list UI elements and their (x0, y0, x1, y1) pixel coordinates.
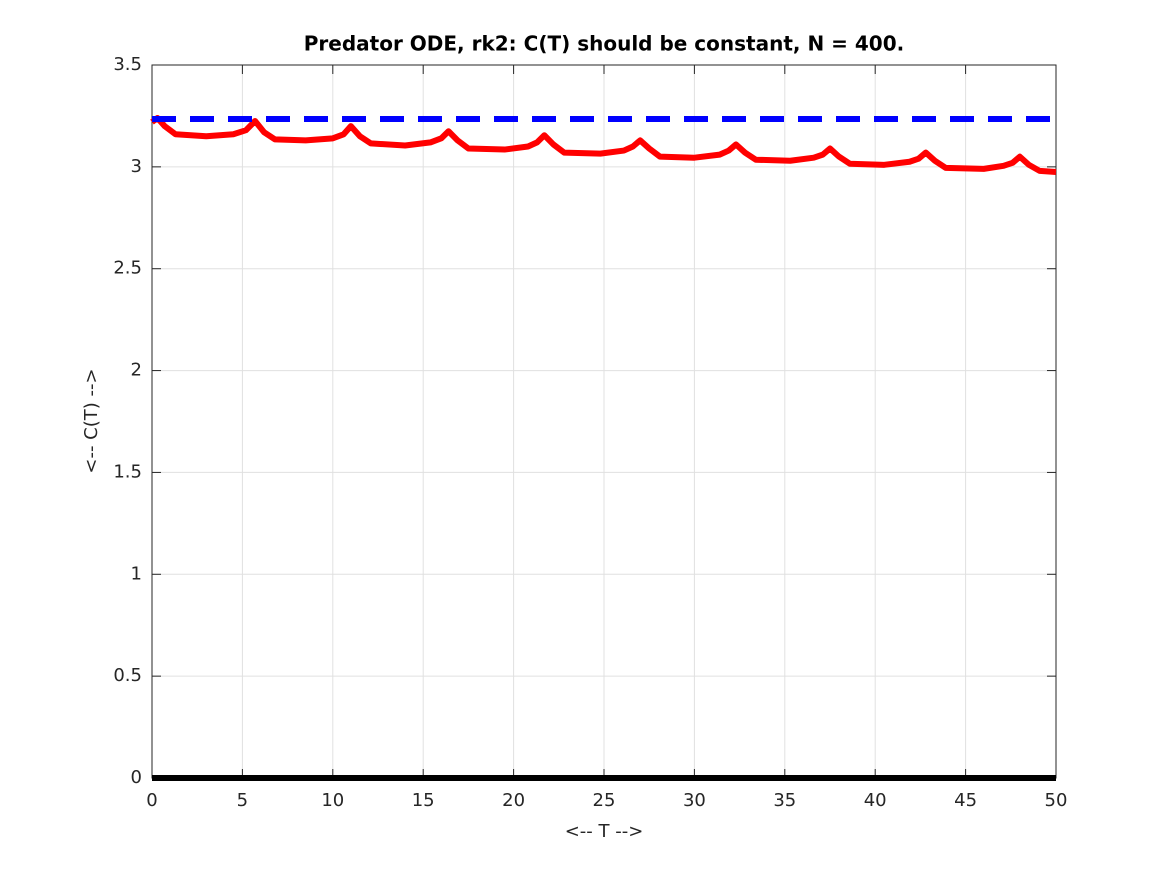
x-tick-label: 5 (237, 790, 248, 811)
y-tick-label: 2.5 (113, 258, 142, 279)
chart-title: Predator ODE, rk2: C(T) should be consta… (304, 32, 904, 56)
x-tick-label: 35 (773, 790, 796, 811)
x-tick-label: 10 (321, 790, 344, 811)
x-tick-label: 15 (412, 790, 435, 811)
x-tick-label: 45 (954, 790, 977, 811)
y-tick-label: 3 (131, 156, 142, 177)
x-tick-label: 20 (502, 790, 525, 811)
x-tick-label: 50 (1045, 790, 1068, 811)
data-line (150, 114, 1057, 175)
y-axis-label: <-- C(T) --> (81, 368, 102, 473)
y-tick-label: 2 (131, 360, 142, 381)
y-tick-label: 1 (131, 563, 142, 584)
y-tick-label: 1.5 (113, 461, 142, 482)
y-tick-label: 3.5 (113, 54, 142, 75)
x-tick-label: 40 (864, 790, 887, 811)
x-tick-label: 30 (683, 790, 706, 811)
x-axis-label: <-- T --> (565, 821, 644, 842)
y-tick-label: 0.5 (113, 665, 142, 686)
y-tick-label: 0 (131, 767, 142, 788)
x-tick-label: 25 (593, 790, 616, 811)
x-tick-label: 0 (146, 790, 157, 811)
